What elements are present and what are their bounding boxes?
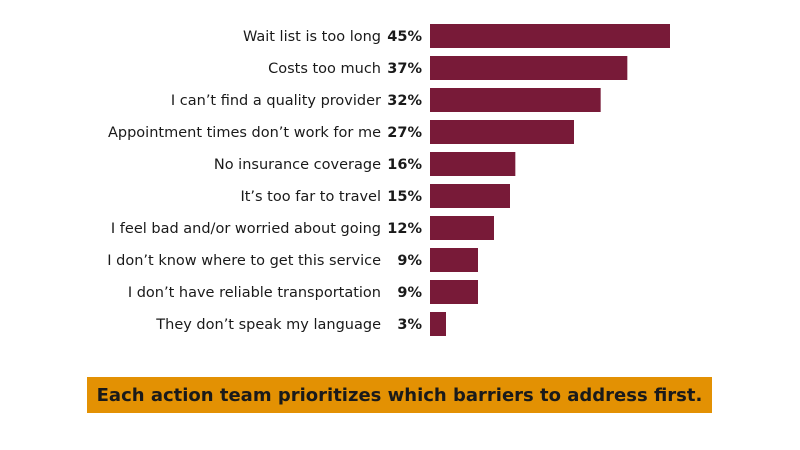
- bar: [430, 216, 494, 240]
- category-label: I feel bad and/or worried about going: [111, 221, 381, 237]
- value-label: 32%: [387, 93, 422, 109]
- bar: [430, 152, 516, 176]
- value-label: 12%: [387, 221, 422, 237]
- bar: [430, 280, 478, 304]
- value-label: 27%: [387, 125, 422, 141]
- value-label: 15%: [387, 189, 422, 205]
- bar: [430, 88, 601, 112]
- category-label: It’s too far to travel: [240, 189, 381, 205]
- takeaway-text: Each action team prioritizes which barri…: [96, 384, 703, 406]
- category-label: I can’t find a quality provider: [171, 93, 381, 109]
- value-label: 9%: [397, 285, 422, 301]
- category-label: Costs too much: [268, 61, 381, 77]
- value-label: 37%: [387, 61, 422, 77]
- category-label: I don’t have reliable transportation: [128, 285, 381, 301]
- category-label: Wait list is too long: [243, 29, 381, 45]
- value-label: 9%: [397, 253, 422, 269]
- value-label: 16%: [387, 157, 422, 173]
- category-label: They don’t speak my language: [155, 317, 381, 333]
- bar-chart: 45% Wait list is too long 37% Costs too muc…: [107, 24, 670, 336]
- category-label: No insurance coverage: [214, 157, 381, 173]
- takeaway-banner: Each action team prioritizes which barri…: [87, 377, 712, 413]
- category-label: I don’t know where to get this service: [107, 253, 381, 269]
- category-label: Appointment times don’t work for me: [108, 125, 381, 141]
- bar: [430, 312, 446, 336]
- bar: [430, 24, 670, 48]
- bar: [430, 56, 628, 80]
- value-label: 45%: [387, 29, 422, 45]
- value-label: 3%: [397, 317, 422, 333]
- bar: [430, 120, 574, 144]
- bar: [430, 184, 510, 208]
- bar: [430, 248, 478, 272]
